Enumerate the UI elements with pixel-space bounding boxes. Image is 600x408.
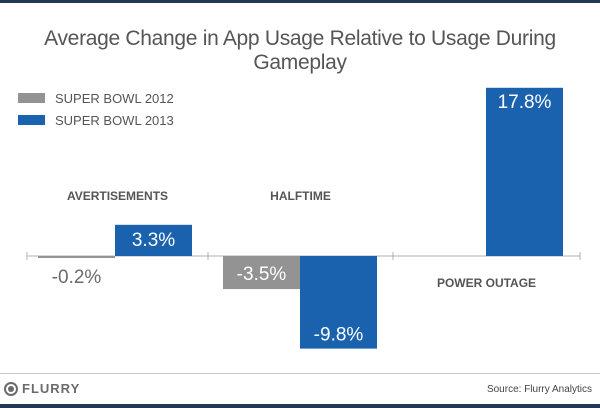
legend-label-2013: SUPER BOWL 2013 bbox=[55, 112, 174, 128]
legend-item-2012: SUPER BOWL 2012 bbox=[18, 87, 174, 109]
data-label: 17.8% bbox=[498, 92, 552, 113]
legend-item-2013: SUPER BOWL 2013 bbox=[18, 109, 174, 131]
source-text: Source: Flurry Analytics bbox=[486, 384, 592, 395]
legend-swatch-2013 bbox=[18, 115, 45, 125]
data-label: -9.8% bbox=[314, 325, 364, 346]
chart-title: Average Change in App Usage Relative to … bbox=[44, 27, 556, 74]
bar-2013 bbox=[300, 256, 377, 349]
data-label: 3.3% bbox=[132, 230, 175, 251]
legend: SUPER BOWL 2012 SUPER BOWL 2013 bbox=[18, 87, 174, 131]
bar-2013 bbox=[115, 224, 192, 256]
top-border bbox=[0, 0, 600, 3]
data-label: -3.5% bbox=[237, 264, 287, 285]
flurry-logo-icon bbox=[4, 381, 18, 396]
footer-divider bbox=[0, 373, 600, 374]
flurry-logo: FLURRY bbox=[4, 381, 80, 396]
data-label: -0.2% bbox=[52, 267, 102, 288]
legend-label-2012: SUPER BOWL 2012 bbox=[55, 90, 174, 106]
category-label: POWER OUTAGE bbox=[437, 276, 536, 290]
bar-2012 bbox=[223, 256, 300, 290]
legend-swatch-2012 bbox=[18, 93, 45, 103]
category-label: HALFTIME bbox=[270, 189, 331, 203]
logo-text: FLURRY bbox=[22, 381, 81, 396]
bottom-border bbox=[0, 404, 600, 408]
bar-2013 bbox=[486, 87, 563, 256]
category-label: AVERTISEMENTS bbox=[67, 189, 168, 203]
bar-2012 bbox=[38, 256, 115, 258]
